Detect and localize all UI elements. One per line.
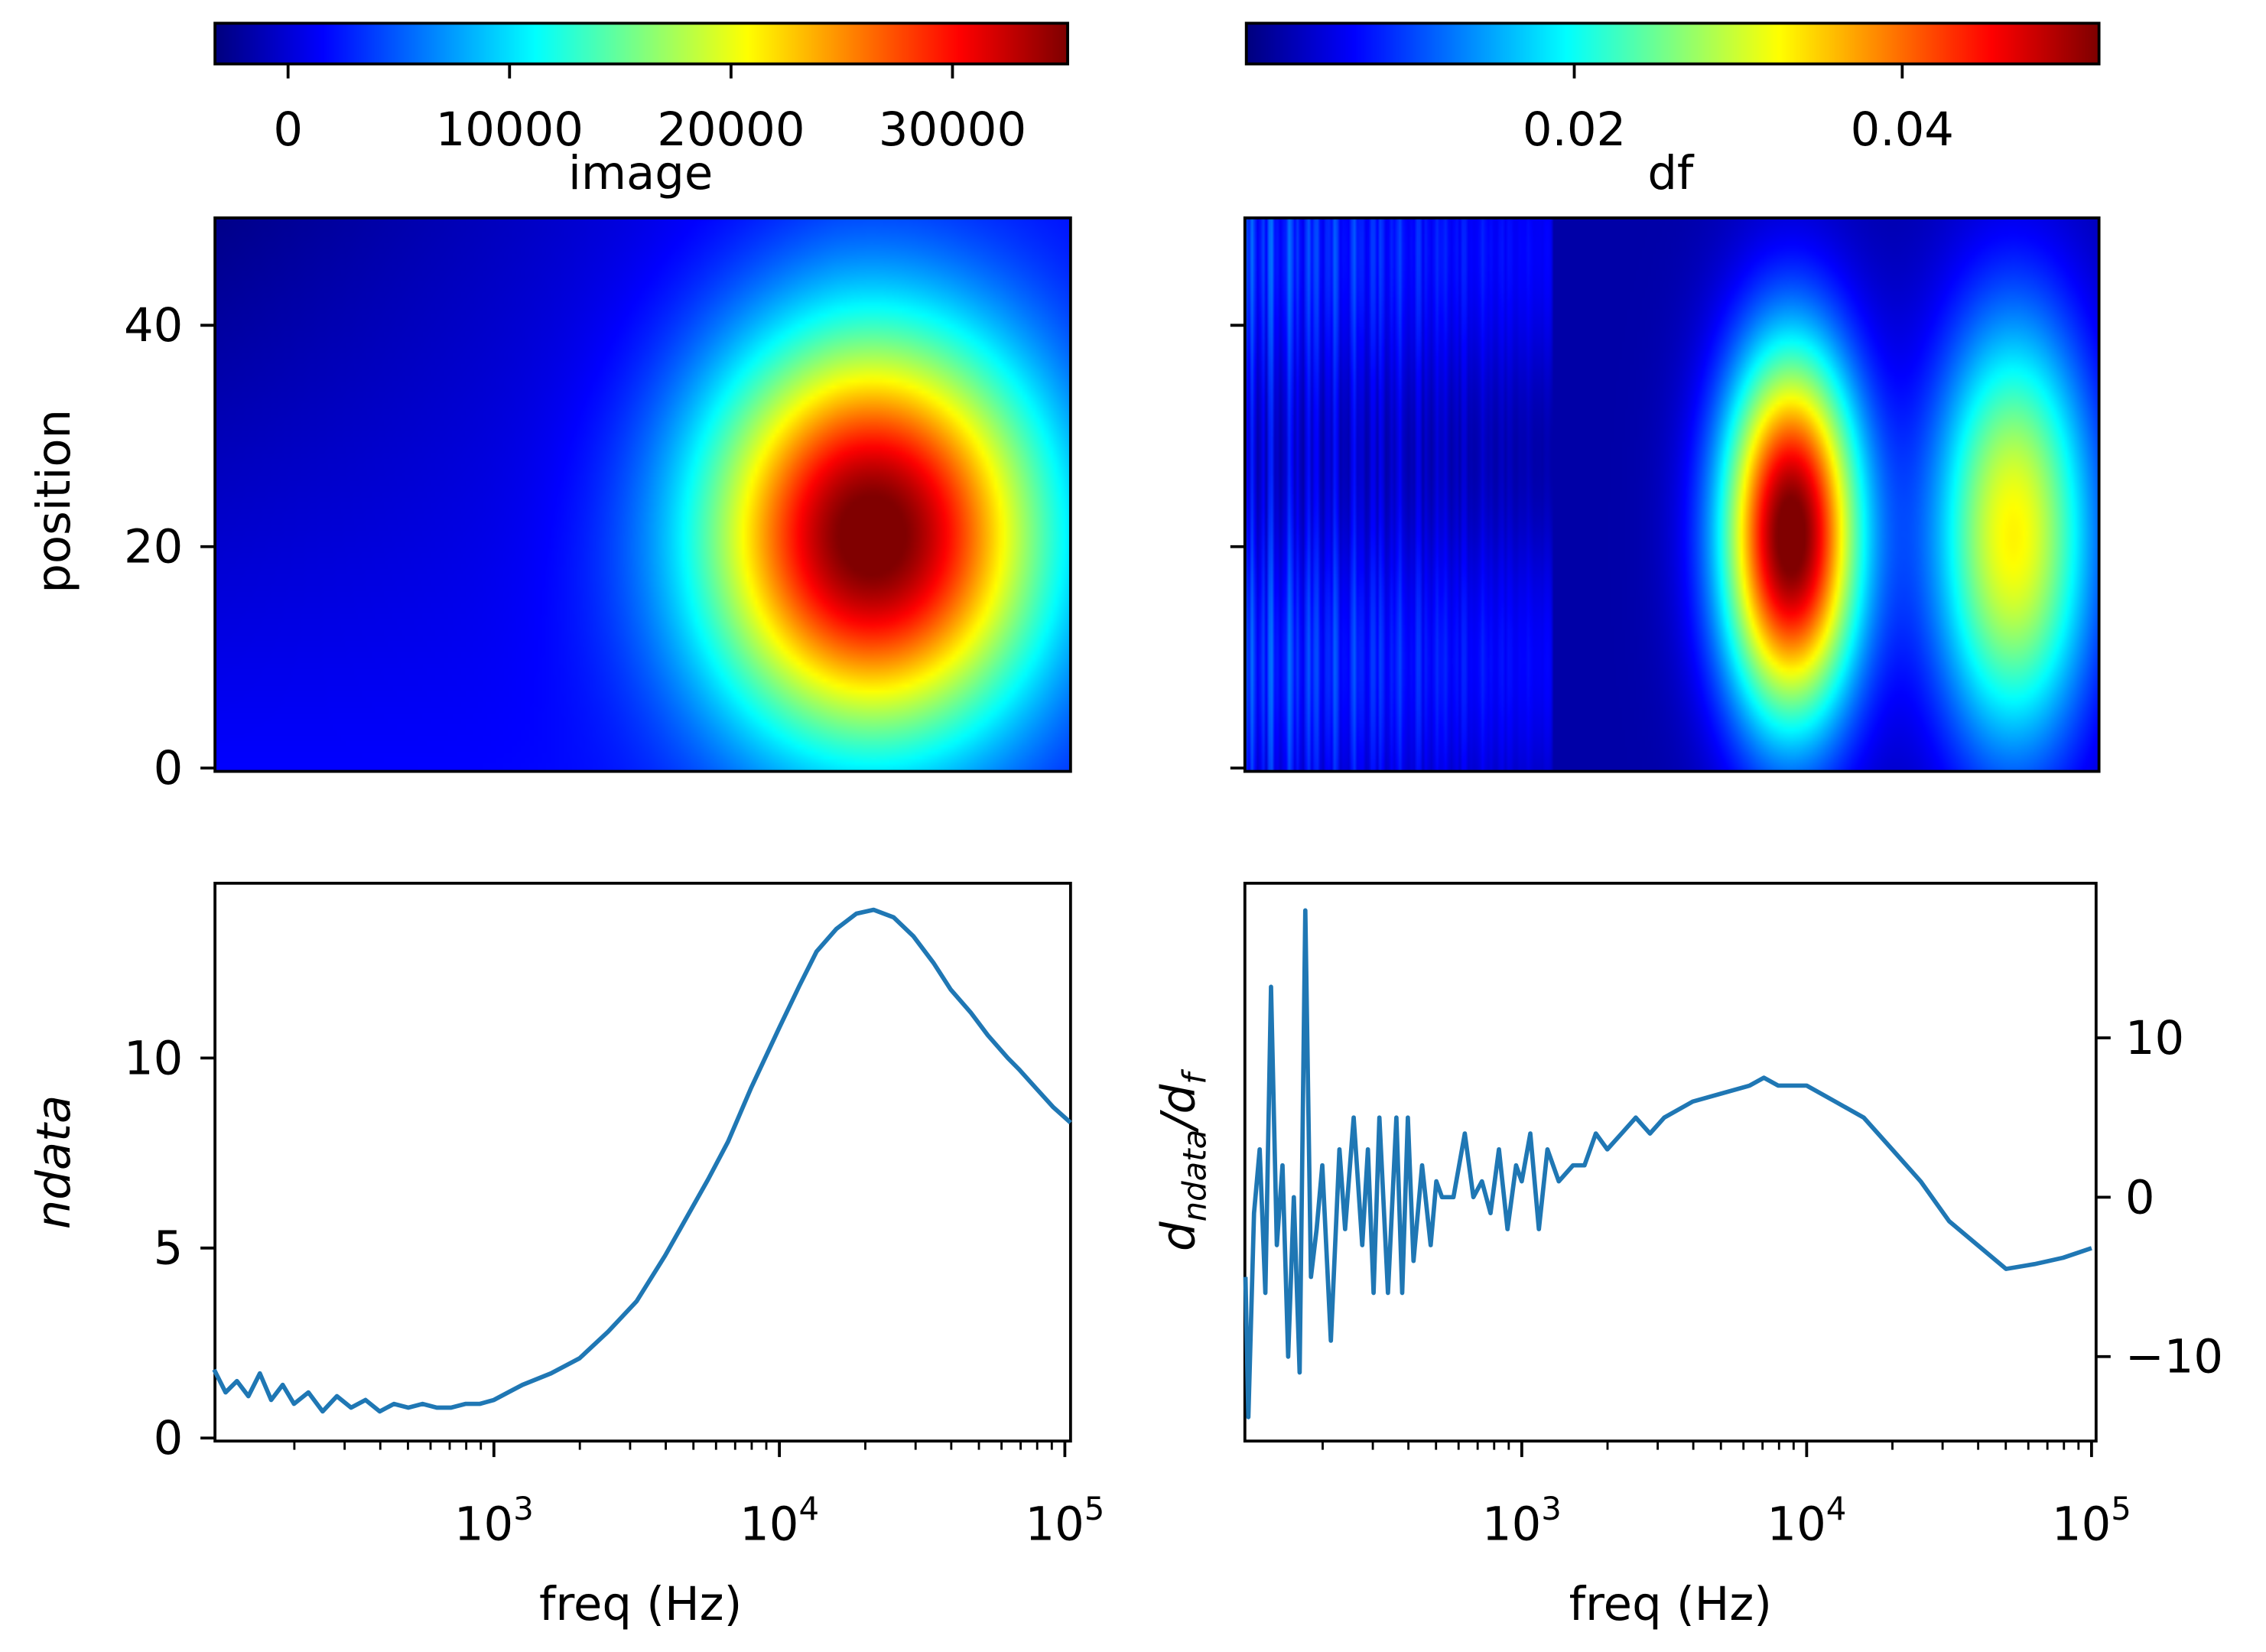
xtick-exponent: 3 — [1541, 1490, 1562, 1527]
ndata-xlabel: freq (Hz) — [539, 1578, 742, 1631]
xtick-base: 10 — [1482, 1498, 1541, 1551]
colorbar-tick-label: 20000 — [657, 103, 805, 157]
ndata-frame — [213, 881, 1072, 1443]
heatmap-df-frame — [1243, 216, 2101, 773]
colorbar-image-ticks: 0 10000 20000 30000 — [273, 63, 1026, 157]
xtick-label: 103 — [1482, 1490, 1562, 1552]
colorbar-tick-label: 0.02 — [1523, 103, 1626, 157]
xtick-exponent: 4 — [1826, 1490, 1847, 1527]
dndata-xlabel: freq (Hz) — [1569, 1578, 1772, 1631]
ytick-label: 0 — [2125, 1171, 2155, 1224]
heatmap-df-yticks — [1230, 324, 1245, 770]
ytick-label: 10 — [124, 1032, 183, 1085]
colorbar-image-frame — [213, 21, 1069, 66]
colorbar-df-ticks: 0.02 0.04 — [1523, 63, 1954, 157]
heatmap-image-frame — [213, 216, 1072, 773]
xtick-base: 10 — [454, 1498, 513, 1551]
colorbar-tick-label: 30000 — [879, 103, 1026, 157]
colorbar-image — [215, 23, 1068, 64]
xtick-base: 10 — [1025, 1498, 1084, 1551]
data-line — [1243, 908, 2092, 1419]
xtick-label: 103 — [454, 1490, 534, 1552]
data-line — [212, 907, 1072, 1414]
xtick-base: 10 — [1767, 1498, 1825, 1551]
colorbar-df-label: df — [1647, 147, 1695, 200]
xtick-exponent: 3 — [513, 1490, 534, 1527]
ylabel-sep: /d — [1152, 1084, 1205, 1133]
ytick-label: 40 — [124, 299, 183, 353]
colorbar-tick-label: 10000 — [436, 103, 584, 157]
colorbar-tick-label: 0.04 — [1851, 103, 1954, 157]
xtick-label: 104 — [740, 1490, 819, 1552]
ytick-label: 10 — [2125, 1012, 2184, 1065]
dndata-ylabel: dndata/df — [1152, 1069, 1213, 1251]
colorbar-tick-label: 0 — [273, 103, 303, 157]
xtick-label: 105 — [1025, 1490, 1104, 1552]
xtick-exponent: 5 — [1084, 1490, 1105, 1527]
xtick-exponent: 4 — [798, 1490, 819, 1527]
heatmap-df — [1244, 217, 2099, 772]
ylabel-sub-f: f — [1176, 1069, 1214, 1085]
xtick-base: 10 — [2052, 1498, 2111, 1551]
xtick-label: 105 — [2052, 1490, 2131, 1552]
ndata-ylabel: ndata — [28, 1095, 81, 1229]
colorbar-image-label: image — [568, 147, 713, 200]
colorbar-df — [1246, 23, 2099, 64]
heatmap-image — [215, 217, 1071, 772]
colorbar-df-frame — [1244, 21, 2101, 66]
xtick-exponent: 5 — [2111, 1490, 2131, 1527]
xtick-label: 104 — [1767, 1490, 1846, 1552]
ytick-label: −10 — [2125, 1331, 2223, 1384]
ylabel-d: d — [1152, 1221, 1205, 1251]
ytick-label: 0 — [154, 742, 184, 795]
dndata-frame — [1243, 881, 2098, 1443]
ytick-label: 0 — [154, 1412, 184, 1465]
ylabel-sub-ndata: ndata — [1176, 1130, 1214, 1222]
heatmap-image-yticks: 0 20 40 — [124, 299, 216, 795]
heatmap-image-ylabel: position — [28, 409, 81, 593]
xtick-base: 10 — [740, 1498, 798, 1551]
ytick-label: 20 — [124, 521, 183, 574]
ytick-label: 5 — [154, 1222, 184, 1276]
